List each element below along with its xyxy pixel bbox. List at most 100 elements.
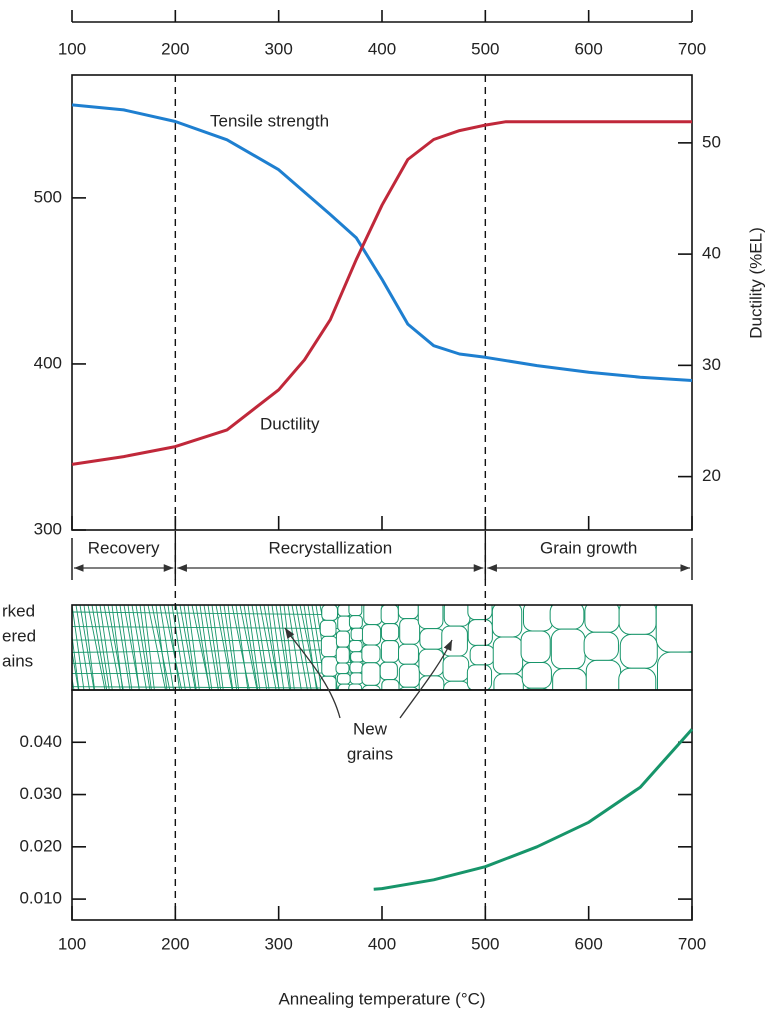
grain-line: [72, 662, 361, 664]
grain: [398, 643, 419, 665]
region-label: Recrystallization: [268, 538, 392, 557]
grain-line: [159, 605, 174, 690]
grain-line: [255, 605, 270, 690]
grain-line: [263, 605, 280, 690]
grain: [619, 633, 658, 669]
grain: [381, 679, 400, 690]
y2-axis-label: Ductility (%EL): [746, 227, 765, 338]
grain: [361, 624, 382, 646]
x-tick-label: 400: [368, 934, 396, 953]
grain-line: [135, 605, 151, 690]
grain-line: [99, 605, 113, 690]
grain-line: [287, 605, 302, 690]
micrograph-label: rked: [2, 601, 35, 620]
annotation: grains: [347, 744, 393, 763]
top-x-tick-label: 500: [471, 39, 499, 58]
y-tick-label: 300: [34, 519, 62, 538]
grain: [443, 605, 471, 627]
grain: [337, 615, 352, 632]
grain-line: [111, 605, 124, 690]
grain-line: [83, 605, 96, 690]
grain-line: [72, 649, 79, 690]
grain: [492, 636, 524, 675]
grain-line: [95, 605, 110, 690]
grain: [585, 659, 622, 690]
y2-tick-label: 30: [702, 355, 721, 374]
grain-line: [72, 611, 361, 616]
grain-line: [219, 605, 234, 690]
grain-line: [143, 605, 155, 690]
top-x-tick-label: 100: [58, 39, 86, 58]
series-line: [71, 103, 693, 382]
grain-line: [115, 605, 131, 690]
grain-line: [199, 605, 213, 690]
grain-line: [307, 605, 322, 690]
top-x-tick-label: 300: [264, 39, 292, 58]
grain-line: [223, 605, 238, 690]
grain: [549, 605, 585, 630]
top-x-tick-label: 600: [574, 39, 602, 58]
grain: [335, 662, 350, 675]
grain: [419, 628, 446, 650]
grain-line: [243, 605, 259, 690]
grain: [319, 675, 337, 690]
y-tick-label: 400: [34, 353, 62, 372]
grain-line: [259, 605, 277, 690]
grain-line: [72, 672, 361, 675]
grain-line: [91, 605, 108, 690]
grain-line: [147, 605, 166, 690]
grain: [337, 683, 352, 690]
grain: [380, 640, 400, 663]
grain-line: [103, 605, 121, 690]
grain-line: [79, 605, 95, 690]
x-tick-label: 500: [471, 934, 499, 953]
grain: [466, 664, 493, 690]
grain: [469, 644, 495, 666]
grain: [467, 605, 493, 621]
grain-line: [123, 605, 140, 690]
grain: [320, 635, 338, 658]
x-axis-label: Annealing temperature (°C): [278, 989, 485, 1008]
grain: [348, 615, 363, 629]
grain-line: [167, 605, 180, 690]
grain-line: [279, 605, 292, 690]
x-tick-label: 200: [161, 934, 189, 953]
grain: [468, 690, 492, 714]
grain-line: [72, 649, 361, 653]
annotation-arrow: [399, 639, 453, 719]
grain: [380, 605, 399, 625]
grain: [348, 683, 363, 690]
grain-line: [275, 605, 291, 690]
grain: [380, 623, 400, 642]
grain-line: [215, 605, 233, 690]
y2-tick-label: 50: [702, 132, 721, 151]
grain-line: [171, 605, 186, 690]
grain-line: [127, 605, 140, 690]
annotation: New: [353, 719, 388, 738]
grain: [399, 686, 419, 690]
grain: [442, 655, 470, 682]
grain-line: [75, 605, 90, 690]
grain: [523, 605, 554, 632]
grain-line: [283, 605, 295, 690]
grain-line: [267, 605, 280, 690]
grain: [521, 662, 552, 689]
top-x-tick-label: 400: [368, 39, 396, 58]
grain: [348, 640, 363, 653]
grain: [349, 672, 364, 685]
top-x-tick-label: 700: [678, 39, 706, 58]
grain: [520, 630, 551, 664]
grain-line: [211, 605, 224, 690]
grain: [467, 619, 493, 646]
grain: [491, 605, 523, 638]
y-tick-label: 0.030: [19, 784, 62, 803]
y-tick-label: 500: [34, 187, 62, 206]
grain: [417, 605, 444, 630]
x-tick-label: 300: [264, 934, 292, 953]
x-tick-label: 700: [678, 934, 706, 953]
grain-line: [155, 605, 168, 690]
grain: [701, 646, 748, 700]
grain: [550, 628, 586, 670]
region-label: Recovery: [88, 538, 160, 557]
grain-line: [251, 605, 268, 690]
